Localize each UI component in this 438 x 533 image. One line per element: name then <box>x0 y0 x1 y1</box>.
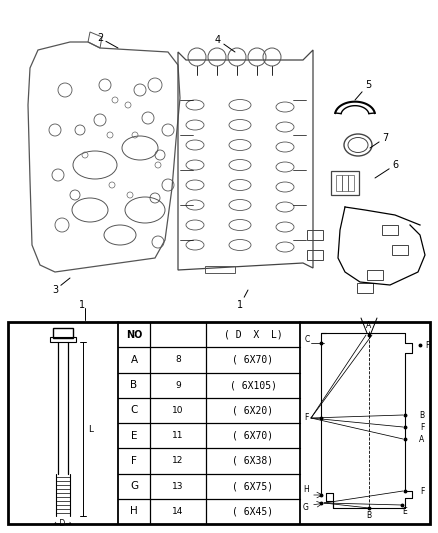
Text: A: A <box>419 435 424 445</box>
Text: L: L <box>88 424 93 433</box>
Text: 6: 6 <box>375 160 398 178</box>
Text: ( 6X45): ( 6X45) <box>233 506 274 516</box>
Text: ( 6X38): ( 6X38) <box>233 456 274 466</box>
Text: H: H <box>130 506 138 516</box>
Bar <box>348 175 354 191</box>
Text: ( 6X70): ( 6X70) <box>233 355 274 365</box>
Text: A: A <box>131 355 138 365</box>
Text: G: G <box>130 481 138 491</box>
Text: 4: 4 <box>215 35 235 52</box>
Text: C: C <box>304 335 310 344</box>
Text: F: F <box>131 456 137 466</box>
Text: ( 6X20): ( 6X20) <box>233 406 274 415</box>
Text: F: F <box>420 424 424 432</box>
Bar <box>382 225 398 235</box>
Text: 2: 2 <box>97 33 118 48</box>
Bar <box>50 337 76 342</box>
Text: H: H <box>303 486 309 495</box>
Text: 8: 8 <box>175 356 181 365</box>
Text: G: G <box>303 503 309 512</box>
Text: 7: 7 <box>370 133 388 148</box>
Text: 9: 9 <box>175 381 181 390</box>
Text: E: E <box>403 507 407 516</box>
Text: B: B <box>420 410 424 419</box>
Bar <box>8 322 430 524</box>
Text: 3: 3 <box>52 278 70 295</box>
Text: F: F <box>304 414 308 423</box>
Text: ( 6X75): ( 6X75) <box>233 481 274 491</box>
Text: 10: 10 <box>172 406 184 415</box>
Bar <box>336 175 342 191</box>
Text: F: F <box>420 487 424 496</box>
Bar <box>392 245 408 255</box>
Bar <box>367 270 383 280</box>
Text: 5: 5 <box>355 80 371 100</box>
Text: ( D  X  L): ( D X L) <box>224 329 283 340</box>
Text: B: B <box>367 512 371 521</box>
Text: 14: 14 <box>172 507 184 516</box>
Text: 13: 13 <box>172 482 184 490</box>
Bar <box>357 283 373 293</box>
Bar <box>307 250 323 260</box>
Text: F: F <box>425 341 429 350</box>
Text: E: E <box>131 431 137 441</box>
Text: C: C <box>131 406 138 415</box>
Text: ( 6X105): ( 6X105) <box>230 380 276 390</box>
Bar <box>342 175 348 191</box>
Text: 1: 1 <box>79 300 85 310</box>
Text: 12: 12 <box>172 456 184 465</box>
Text: B: B <box>131 380 138 390</box>
Bar <box>307 230 323 240</box>
Text: ←D→: ←D→ <box>54 520 72 529</box>
Text: NO: NO <box>126 329 142 340</box>
Text: 1: 1 <box>237 290 248 310</box>
Bar <box>53 328 73 338</box>
Bar <box>331 171 359 195</box>
Text: ( 6X70): ( 6X70) <box>233 431 274 441</box>
Text: A: A <box>366 320 371 329</box>
Text: 11: 11 <box>172 431 184 440</box>
